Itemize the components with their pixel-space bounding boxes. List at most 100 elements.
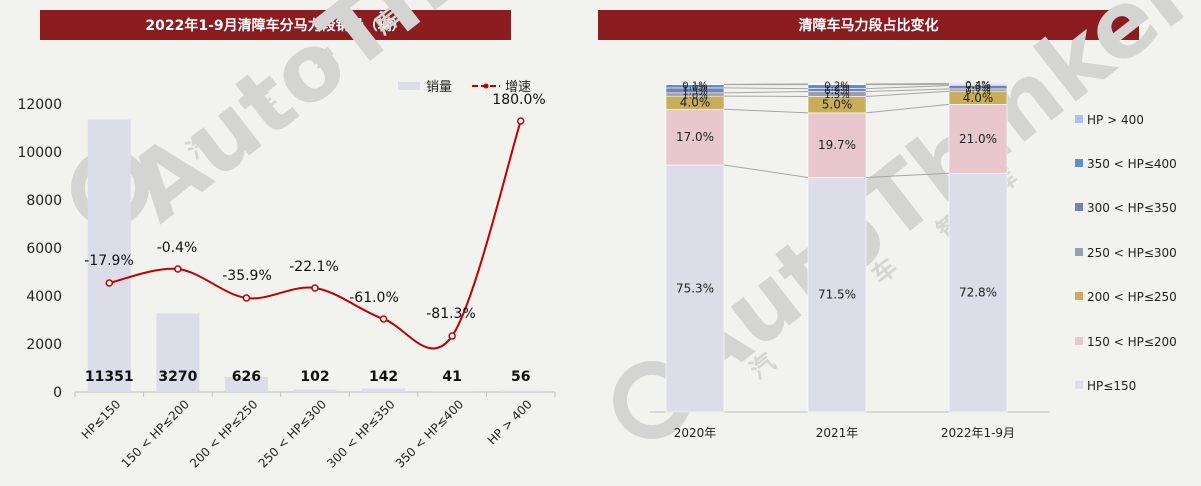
right-chart-title: 清障车马力段占比变化 xyxy=(598,10,1139,40)
x-category-label: 200 < HP≤250 xyxy=(187,397,260,470)
series-connector xyxy=(865,90,950,97)
x-category-label: 2022年1-9月 xyxy=(941,426,1015,440)
y-tick-label: 4000 xyxy=(26,289,62,305)
segment-label: 17.0% xyxy=(676,130,714,144)
y-tick-label: 8000 xyxy=(26,193,62,209)
legend-swatch xyxy=(1075,381,1083,389)
x-category-label: 250 < HP≤300 xyxy=(256,397,329,470)
bar-value-label: 56 xyxy=(511,369,530,385)
segment-label: 0.7% xyxy=(965,86,990,97)
segment-label: 1.0% xyxy=(965,83,990,94)
right-chart: 75.3%17.0%4.0%1.0%1.5%1.0%0.1%2020年71.5%… xyxy=(650,80,1177,440)
segment-label: 4.0% xyxy=(680,96,711,110)
legend-label: HP > 400 xyxy=(1087,113,1144,127)
bar-3 xyxy=(293,389,337,392)
growth-line xyxy=(109,120,522,350)
segment-label: 0.1% xyxy=(682,80,707,91)
bar-0 xyxy=(87,119,131,393)
segment-label: 1.0% xyxy=(682,82,707,93)
segment-label: 72.8% xyxy=(959,286,997,300)
series-connector xyxy=(865,82,950,85)
x-category-label: HP≤150 xyxy=(79,397,124,442)
segment-label: 4.0% xyxy=(963,91,994,105)
growth-label: -22.1% xyxy=(289,259,339,275)
growth-point-0 xyxy=(105,279,114,287)
segment-label: 1.5% xyxy=(682,86,707,97)
series-connector xyxy=(865,85,950,90)
growth-point-6 xyxy=(516,117,525,125)
segment-0-1 xyxy=(807,177,867,413)
bar-2 xyxy=(224,376,268,392)
bar-6 xyxy=(499,390,543,392)
bar-value-label: 3270 xyxy=(158,369,197,385)
growth-point-5 xyxy=(448,332,456,340)
series-connector xyxy=(723,91,809,94)
x-category-label: 2020年 xyxy=(674,426,717,440)
legend-label: HP≤150 xyxy=(1087,379,1136,393)
x-category-label: HP > 400 xyxy=(485,397,535,447)
watermark-text: AutoThinker xyxy=(108,0,675,242)
legend-label: 250 < HP≤300 xyxy=(1087,246,1177,260)
legend-swatch xyxy=(1075,115,1083,123)
bar-value-label: 11351 xyxy=(85,369,134,385)
bar-5 xyxy=(430,391,474,393)
segment-0-0 xyxy=(665,164,725,413)
bar-value-label: 102 xyxy=(300,369,329,385)
segment-label: 71.5% xyxy=(818,288,856,302)
watermark: AutoThinkerAutoThinker汽车智库汽车智库 xyxy=(71,0,1201,439)
legend-label-bar: 销量 xyxy=(426,80,452,95)
legend-swatch-bar xyxy=(398,82,420,90)
growth-label: -61.0% xyxy=(349,290,399,306)
legend-swatch xyxy=(1075,337,1083,345)
legend-label-line: 增速 xyxy=(505,80,531,95)
series-connector xyxy=(865,172,950,178)
segment-label: 1.5% xyxy=(824,90,849,101)
legend-label: 350 < HP≤400 xyxy=(1087,157,1177,171)
growth-label: -35.9% xyxy=(222,268,272,284)
segment-label: 0.4% xyxy=(965,80,990,91)
bar-1 xyxy=(156,313,200,392)
x-category-label: 300 < HP≤350 xyxy=(324,397,397,470)
growth-label: -81.3% xyxy=(426,306,476,322)
segment-label: 21.0% xyxy=(959,132,997,146)
legend-swatch xyxy=(1075,203,1083,211)
y-tick-label: 12000 xyxy=(17,97,62,113)
series-connector xyxy=(865,88,950,93)
y-tick-label: 2000 xyxy=(26,337,62,353)
legend-swatch-dot xyxy=(483,83,489,89)
growth-point-1 xyxy=(174,265,182,273)
growth-point-3 xyxy=(311,284,319,292)
segment-1-0 xyxy=(665,108,725,166)
segment-6-2 xyxy=(948,83,1008,85)
bar-value-label: 626 xyxy=(232,369,261,385)
series-connector xyxy=(865,103,950,114)
x-category-label: 2021年 xyxy=(816,426,859,440)
x-category-label: 150 < HP≤200 xyxy=(119,397,192,470)
legend-label: 150 < HP≤200 xyxy=(1087,335,1177,349)
bar-4 xyxy=(362,388,406,392)
segment-label: 1.2% xyxy=(824,83,849,94)
segment-1-2 xyxy=(948,104,1008,174)
legend-swatch xyxy=(1075,248,1083,256)
segment-label: 19.7% xyxy=(818,138,856,152)
series-connector xyxy=(723,87,809,90)
y-tick-label: 0 xyxy=(53,385,62,401)
series-connector xyxy=(723,108,809,114)
growth-label: -17.9% xyxy=(84,253,134,269)
series-connector xyxy=(723,164,809,178)
growth-label: -0.4% xyxy=(157,240,198,256)
y-tick-label: 6000 xyxy=(26,241,62,257)
bar-value-label: 41 xyxy=(442,369,461,385)
segment-label: 5.0% xyxy=(822,98,853,112)
legend-swatch xyxy=(1075,292,1083,300)
segment-label: 75.3% xyxy=(676,282,714,296)
segment-label: 0.3% xyxy=(965,81,990,92)
y-tick-label: 10000 xyxy=(17,145,62,161)
growth-point-2 xyxy=(242,294,251,302)
segment-1-1 xyxy=(807,112,867,178)
segment-label: 1.0% xyxy=(682,90,707,101)
bar-value-label: 142 xyxy=(369,369,398,385)
growth-label: 180.0% xyxy=(492,92,545,108)
x-category-label: 350 < HP≤400 xyxy=(393,397,466,470)
left-chart-title: 2022年1-9月清障车分马力段销量（辆） xyxy=(40,10,511,40)
